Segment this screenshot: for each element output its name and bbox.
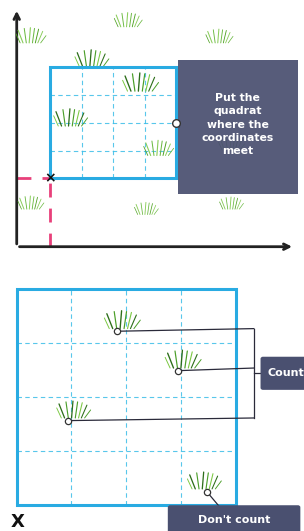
Bar [17, 289, 236, 504]
FancyBboxPatch shape [168, 505, 300, 531]
FancyBboxPatch shape [178, 61, 298, 194]
Text: Count: Count [268, 369, 304, 378]
Text: ×: × [44, 172, 56, 185]
Text: Put the
quadrat
where the
coordinates
meet: Put the quadrat where the coordinates me… [202, 93, 274, 156]
Text: Don't count: Don't count [198, 516, 270, 526]
Text: X: X [11, 512, 25, 530]
FancyBboxPatch shape [261, 357, 304, 390]
Bar [50, 67, 176, 178]
